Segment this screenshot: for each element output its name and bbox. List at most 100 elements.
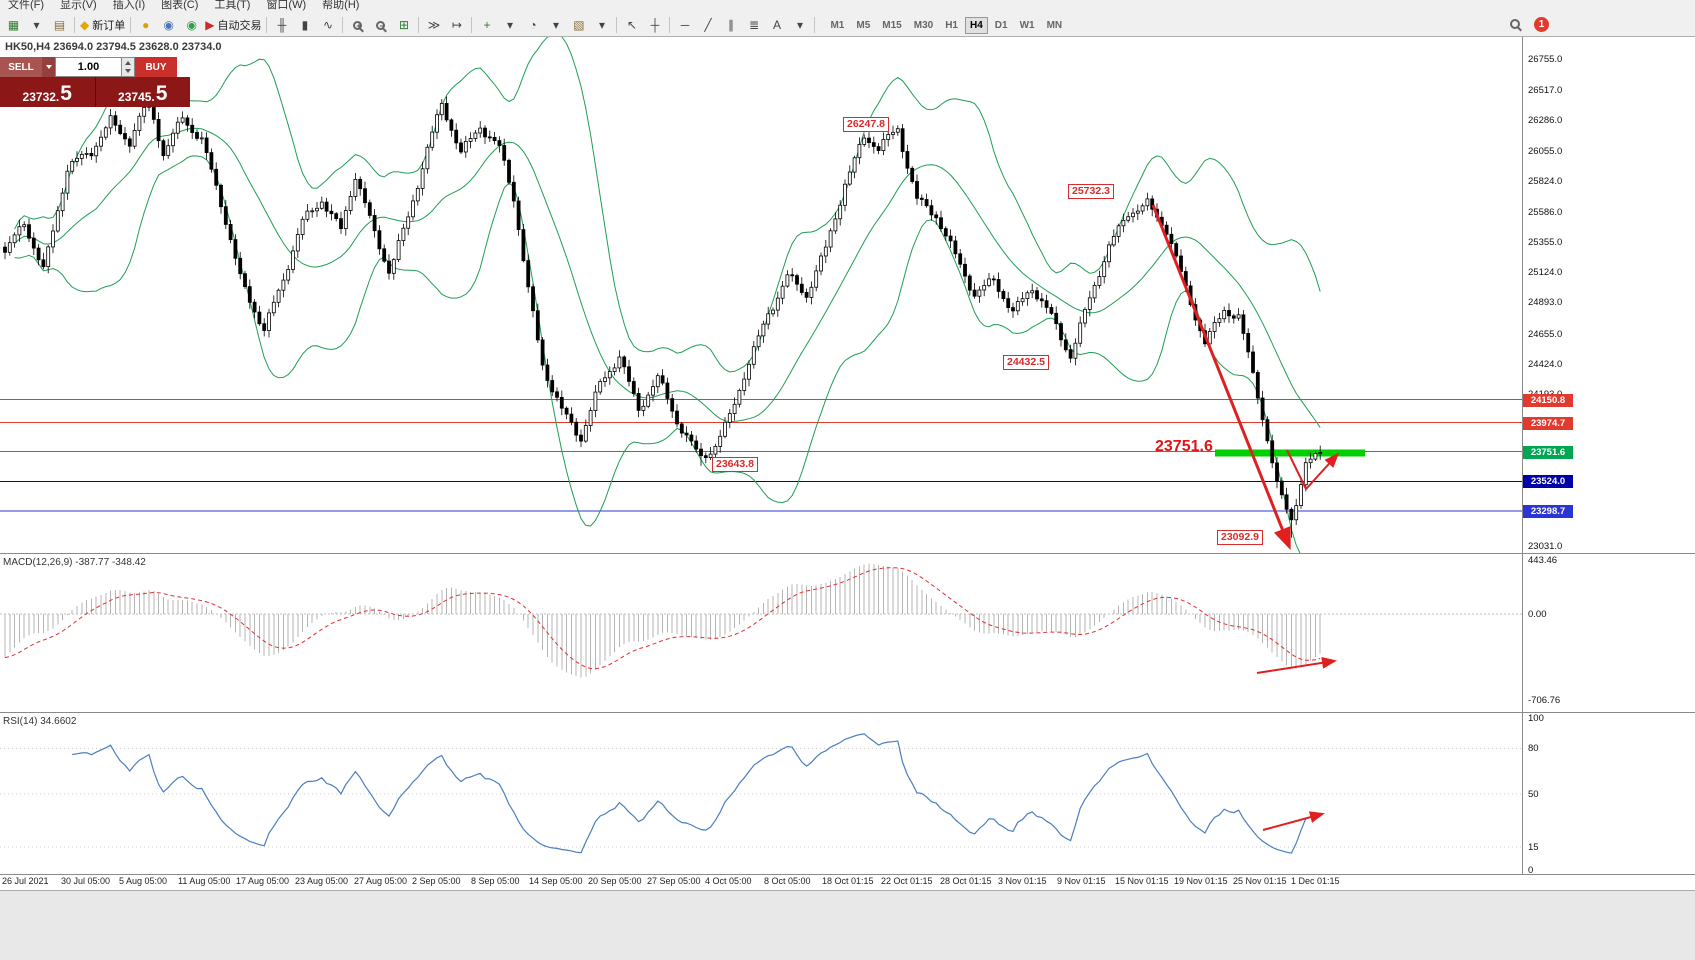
chart-title: HK50,H4 23694.0 23794.5 23628.0 23734.0 [5, 41, 222, 53]
drawn-arrow[interactable] [1262, 811, 1325, 831]
bollinger-upper-band [14, 37, 1321, 373]
hline-icon[interactable]: ─ [680, 18, 690, 32]
time-label: 15 Nov 01:15 [1115, 876, 1169, 886]
chart-window [0, 37, 1695, 890]
autoscroll-icon[interactable]: ≫ [427, 18, 441, 32]
time-label: 18 Oct 01:15 [822, 876, 874, 886]
volume-spinner[interactable] [122, 57, 135, 77]
menu-item-5[interactable]: 工具(T) [214, 0, 251, 11]
buy-button[interactable]: BUY [135, 57, 177, 77]
time-label: 17 Aug 05:00 [236, 876, 290, 886]
autotrade-button[interactable]: ▶ 自动交易 [205, 18, 262, 32]
time-label: 30 Jul 05:00 [61, 876, 111, 886]
spinner-down-icon[interactable] [125, 68, 131, 73]
news-icon[interactable]: ◉ [186, 18, 197, 32]
order-type-dropdown[interactable] [42, 57, 55, 77]
toolbar-separator [74, 17, 75, 33]
one-click-trading-panel: SELL BUY 23732.5 23745.5 [0, 57, 190, 107]
sell-price[interactable]: 23732. 5 [0, 77, 96, 107]
panel-separator[interactable] [0, 712, 1695, 713]
cursor-icon[interactable]: ↖ [626, 18, 637, 32]
indicators-icon[interactable]: + [483, 18, 491, 32]
time-label: 27 Aug 05:00 [354, 876, 408, 886]
periods-dropdown-icon[interactable]: ▾ [552, 18, 559, 32]
macd-scale-label: 0.00 [1528, 609, 1547, 620]
rsi-scale-label: 0 [1528, 865, 1534, 876]
signals-icon[interactable]: ◉ [163, 18, 174, 32]
profiles-icon[interactable]: ▤ [53, 18, 66, 32]
zoom-out-icon[interactable]: − [370, 16, 391, 35]
market-icon[interactable]: ● [142, 18, 150, 32]
rsi-scale-label: 50 [1528, 789, 1539, 800]
menu-item-7[interactable]: 帮助(H) [322, 0, 360, 11]
timeframe-m30[interactable]: M30 [913, 19, 934, 31]
price-axis: 26755.0 26517.0 26286.0 26055.0 25824.0 25586… [1523, 37, 1695, 876]
new-chart-icon[interactable]: ▦ [7, 18, 20, 32]
drawn-arrow[interactable] [1151, 204, 1291, 551]
buy-price-main: 23745. [118, 90, 155, 104]
macd-name: MACD(12,26,9) [3, 557, 73, 568]
menu-bar: 文件(F) 显示(V) 插入(I) 图表(C) 工具(T) 窗口(W) 帮助(H) [0, 0, 1695, 14]
time-label: 2 Sep 05:00 [412, 876, 461, 886]
menu-item-6[interactable]: 窗口(W) [266, 0, 307, 11]
new-order-button[interactable]: ◆ 新订单 [80, 18, 126, 32]
zoom-in-icon[interactable]: + [347, 16, 368, 35]
menu-item-3[interactable]: 插入(I) [112, 0, 146, 11]
macd-panel-canvas[interactable] [0, 554, 1522, 712]
arrows-dropdown-icon[interactable]: ▾ [796, 18, 803, 32]
candlestick-chart-icon[interactable]: ▮ [301, 18, 309, 32]
time-label: 3 Nov 01:15 [998, 876, 1047, 886]
equidistant-channel-icon[interactable]: ∥ [727, 18, 734, 32]
price-tag-24150.8: 24150.8 [1523, 394, 1573, 407]
time-label: 25 Nov 01:15 [1233, 876, 1287, 886]
time-label: 8 Sep 05:00 [471, 876, 520, 886]
indicators-dropdown-icon[interactable]: ▾ [506, 18, 513, 32]
rsi-label: RSI(14) 34.6602 [3, 716, 76, 727]
time-label: 8 Oct 05:00 [764, 876, 811, 886]
rsi-panel-canvas[interactable] [0, 713, 1522, 874]
timeframe-h1[interactable]: H1 [945, 19, 958, 31]
crosshair-icon[interactable]: ┼ [650, 18, 660, 32]
new-chart-dropdown-icon[interactable]: ▾ [33, 18, 40, 32]
timeframe-d1[interactable]: D1 [994, 19, 1008, 31]
panel-separator[interactable] [0, 553, 1695, 554]
spinner-up-icon[interactable] [125, 61, 131, 66]
templates-dropdown-icon[interactable]: ▾ [598, 18, 605, 32]
notifications-badge[interactable]: 1 [1534, 17, 1549, 32]
search-icon[interactable] [1510, 17, 1525, 32]
green-trend-segment[interactable] [1215, 449, 1365, 457]
timeframe-h4[interactable]: H4 [964, 16, 988, 34]
timeframe-mn[interactable]: MN [1046, 19, 1063, 31]
periods-icon[interactable]: ◔ [529, 18, 537, 32]
menu-item-2[interactable]: 显示(V) [60, 0, 97, 11]
timeframe-m1[interactable]: M1 [830, 19, 845, 31]
line-chart-icon[interactable]: ∿ [322, 18, 333, 32]
price-chart-canvas[interactable] [0, 37, 1522, 553]
ohlc-bars-icon[interactable]: ╫ [277, 18, 287, 32]
price-axis-border [1522, 37, 1523, 875]
tile-windows-icon[interactable]: ⊞ [398, 18, 409, 32]
volume-input[interactable] [55, 57, 122, 77]
sell-price-big-digit: 5 [60, 82, 72, 105]
sell-button[interactable]: SELL [0, 57, 42, 77]
text-icon[interactable]: A [772, 18, 781, 32]
price-tick: 25355.0 [1528, 237, 1563, 248]
trendline-icon[interactable]: ╱ [704, 18, 712, 32]
timeframe-m5[interactable]: M5 [856, 19, 871, 31]
timeframe-m15[interactable]: M15 [882, 19, 902, 31]
time-label: 26 Jul 2021 [2, 876, 49, 886]
templates-icon[interactable]: ▧ [573, 18, 585, 32]
timeframe-w1[interactable]: W1 [1019, 19, 1035, 31]
menu-item-4[interactable]: 图表(C) [161, 0, 199, 11]
drawn-arrow[interactable] [1256, 656, 1337, 674]
price-tick: 24424.0 [1528, 359, 1563, 370]
price-tick: 24893.0 [1528, 297, 1563, 308]
time-label: 1 Dec 01:15 [1291, 876, 1340, 886]
buy-price[interactable]: 23745. 5 [96, 77, 191, 107]
shift-chart-icon[interactable]: ↦ [451, 18, 462, 32]
macd-label: MACD(12,26,9) -387.77 -348.42 [3, 557, 146, 568]
fibonacci-icon[interactable]: ≣ [748, 18, 759, 32]
drawn-arrow[interactable] [1286, 449, 1340, 491]
menu-item-1[interactable]: 文件(F) [8, 0, 45, 11]
